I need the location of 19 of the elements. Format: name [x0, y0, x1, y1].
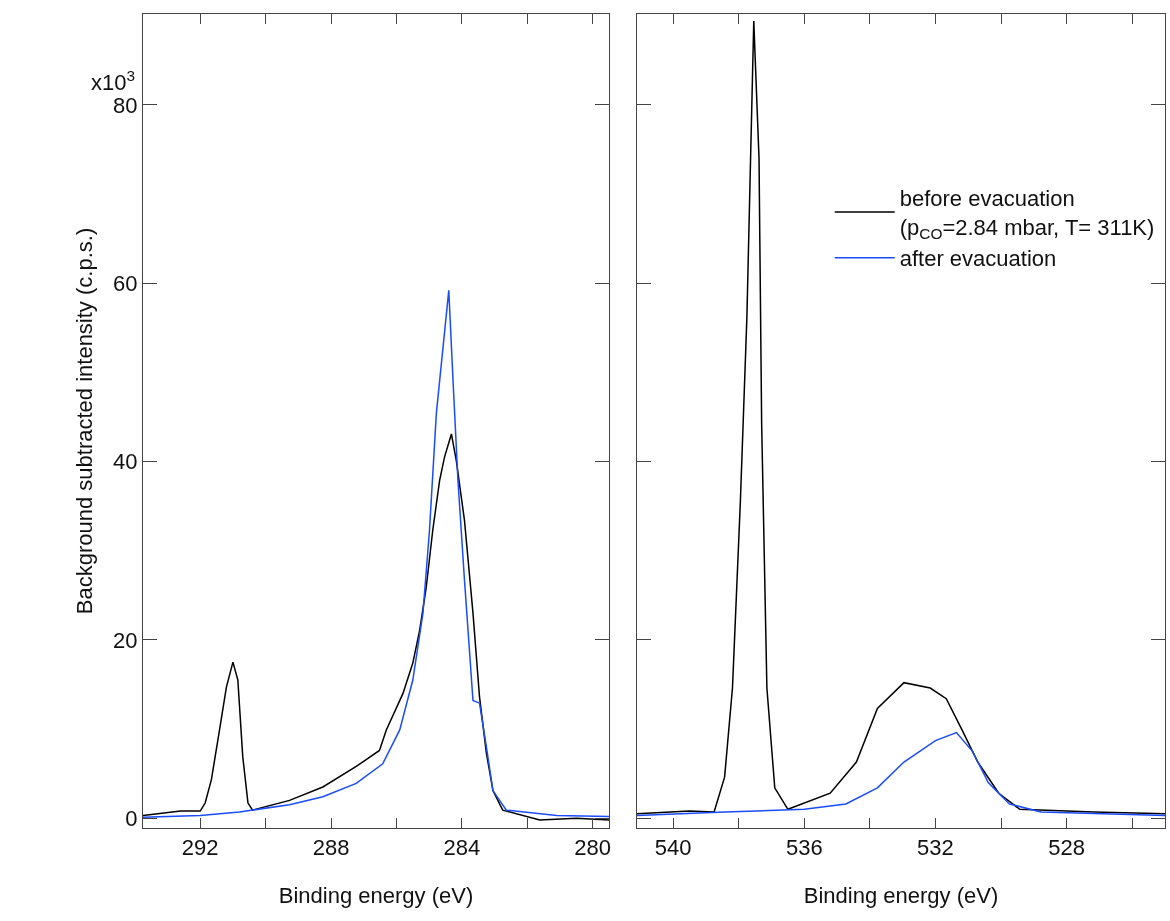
- x-tick-label: 536: [785, 835, 823, 861]
- y-axis-title: Background subtracted intensity (c.p.s.): [71, 227, 97, 615]
- x-tick-label: 540: [654, 835, 692, 861]
- y-tick-label: 0: [125, 805, 138, 831]
- legend-label: before evacuation (p$_{CO}$=2.84 mbar, T= 311K): [899, 186, 1155, 243]
- x-tick-label: 528: [1048, 835, 1085, 861]
- x-tick-label: 288: [312, 835, 350, 861]
- x-tick-label: 532: [917, 835, 954, 861]
- x-tick-label: 284: [443, 835, 481, 861]
- y-tick-label: 60: [113, 270, 138, 296]
- x-tick-label: 292: [181, 835, 219, 861]
- x-tick-label: 280: [574, 835, 612, 861]
- y-tick-label: 40: [113, 449, 138, 475]
- line-series: [143, 289, 610, 819]
- x-axis-title: Binding energy (eV): [278, 883, 474, 909]
- line-series: [143, 433, 610, 821]
- legend-label: after evacuation: [899, 246, 1057, 272]
- y-tick-label: 20: [113, 627, 138, 653]
- x-axis-title: Binding energy (eV): [803, 883, 999, 909]
